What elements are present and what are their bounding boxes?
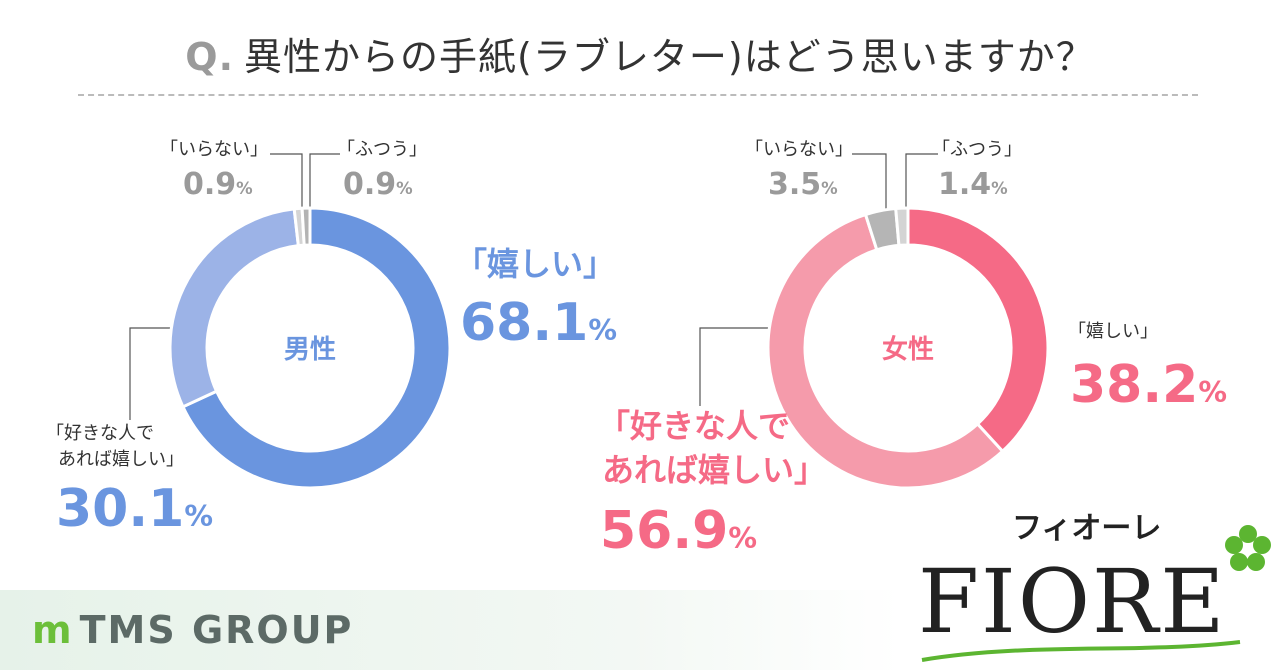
men-futsuu-label: 「ふつう」 [337, 139, 427, 160]
women-center-label: 女性 [882, 334, 934, 365]
men-suki-label-2: あれば嬉しい」 [58, 449, 184, 470]
women-suki-label-1: 「好きな人で [598, 407, 791, 445]
women-suki-label-2: あれば嬉しい」 [602, 451, 827, 489]
fiore-logo: FIORE [918, 550, 1227, 653]
women-iranai-label: 「いらない」 [745, 139, 853, 160]
leader-women-futsuu [905, 153, 938, 215]
clover-icon [1225, 525, 1271, 571]
q-mark: Q. [185, 35, 235, 79]
divider [78, 94, 1198, 96]
men-iranai-value: 0.9% [183, 167, 253, 202]
leader-women-suki [699, 327, 800, 406]
tms-group-logo: m TMS GROUP [32, 608, 354, 652]
question-title: Q. 異性からの手紙(ラブレター)はどう思いますか？ [0, 26, 1280, 81]
fiore-kana: フィオーレ [1012, 511, 1162, 546]
fiore-logo-decoration [921, 525, 1271, 662]
women-slice-0 [906, 206, 1050, 454]
women-suki-value: 56.9% [600, 501, 757, 561]
men-slice-0 [180, 206, 452, 490]
leader-men-futsuu [309, 153, 340, 215]
women-ureshii-label: 「嬉しい」 [1068, 321, 1158, 342]
men-ureshii-label: 「嬉しい」 [455, 245, 616, 283]
men-center-label: 男性 [284, 335, 336, 365]
footer-band [0, 590, 900, 670]
men-ureshii-value: 68.1% [460, 293, 617, 353]
women-futsuu-value: 1.4% [938, 167, 1008, 202]
men-futsuu-value: 0.9% [343, 167, 413, 202]
women-slice-1 [766, 212, 1005, 490]
men-iranai-label: 「いらない」 [160, 139, 268, 160]
leader-men-iranai [270, 153, 303, 215]
women-iranai-value: 3.5% [768, 167, 838, 202]
men-slice-3 [300, 206, 312, 247]
men-suki-label-1: 「好きな人で [46, 423, 154, 444]
leader-women-iranai [852, 153, 887, 215]
women-futsuu-label: 「ふつう」 [932, 139, 1022, 160]
men-slice-1 [168, 207, 301, 409]
women-ureshii-value: 38.2% [1070, 355, 1227, 415]
tms-logo-icon: m [32, 608, 74, 652]
logo-swoosh [921, 640, 1241, 662]
women-slice-3 [894, 206, 910, 248]
question-text: 異性からの手紙(ラブレター)はどう思いますか？ [244, 35, 1095, 79]
men-suki-value: 30.1% [56, 479, 213, 539]
